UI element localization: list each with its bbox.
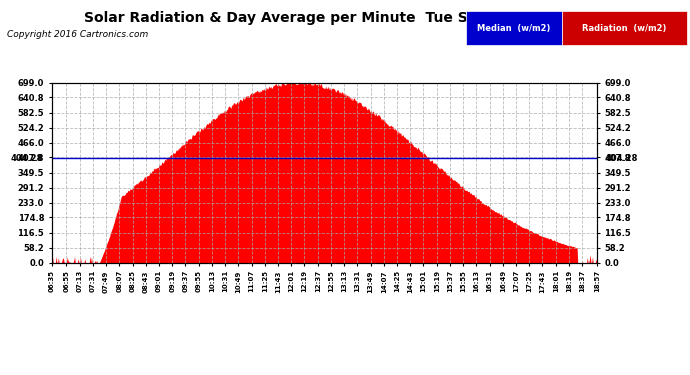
Text: Median  (w/m2): Median (w/m2) [477,24,551,33]
Text: 404.28: 404.28 [605,154,638,163]
Text: Radiation  (w/m2): Radiation (w/m2) [582,24,667,33]
Text: Copyright 2016 Cartronics.com: Copyright 2016 Cartronics.com [7,30,148,39]
Text: Solar Radiation & Day Average per Minute  Tue Sep 20  18:53: Solar Radiation & Day Average per Minute… [83,11,565,25]
Text: 404.28: 404.28 [11,154,43,163]
